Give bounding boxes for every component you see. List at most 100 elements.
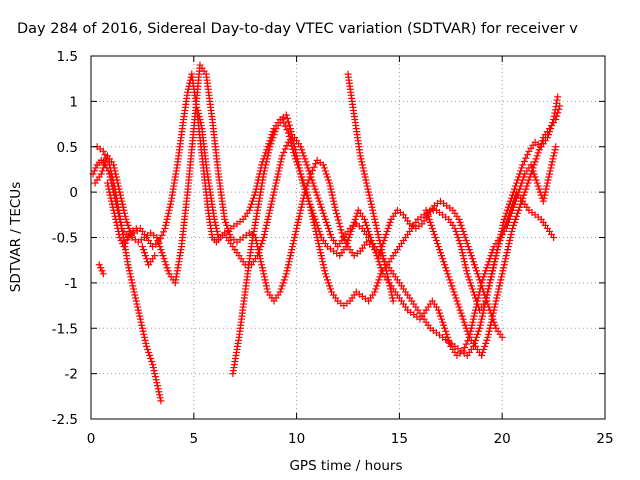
data-point: [151, 373, 159, 381]
data-point: [377, 243, 385, 251]
data-point: [360, 215, 368, 223]
data-point: [522, 185, 530, 193]
data-point: [518, 197, 526, 205]
data-point: [225, 227, 233, 235]
data-point: [222, 218, 230, 226]
data-point: [281, 122, 289, 130]
data-point: [538, 137, 546, 145]
data-point: [98, 167, 106, 175]
data-point: [435, 246, 443, 254]
data-point: [145, 348, 153, 356]
data-point: [321, 267, 329, 275]
data-point: [283, 267, 291, 275]
data-point: [117, 237, 125, 245]
data-point: [471, 264, 479, 272]
data-point: [97, 170, 105, 178]
data-point: [263, 155, 271, 163]
data-point: [477, 318, 485, 326]
data-point: [287, 249, 295, 257]
data-point: [166, 203, 174, 211]
data-point: [460, 230, 468, 238]
data-point: [389, 294, 397, 302]
data-point: [271, 128, 279, 136]
data-point: [451, 291, 459, 299]
data-point: [469, 288, 477, 296]
data-point: [274, 170, 282, 178]
data-point: [95, 261, 103, 269]
data-point: [264, 215, 272, 223]
data-point: [512, 182, 520, 190]
data-point: [352, 212, 360, 220]
y-tick-label: -2: [65, 367, 78, 383]
data-point: [385, 221, 393, 229]
data-point: [319, 209, 327, 217]
data-point: [374, 279, 382, 287]
data-point: [310, 182, 318, 190]
data-point: [303, 188, 311, 196]
data-point: [328, 188, 336, 196]
data-point: [265, 209, 273, 217]
data-point: [327, 230, 335, 238]
data-point: [451, 224, 459, 232]
data-point: [441, 261, 449, 269]
data-point: [427, 221, 435, 229]
data-point: [510, 221, 518, 229]
data-point: [247, 200, 255, 208]
data-point: [505, 240, 513, 248]
data-point: [358, 158, 366, 166]
data-point: [439, 318, 447, 326]
data-point: [474, 300, 482, 308]
data-point: [325, 227, 333, 235]
data-point: [488, 315, 496, 323]
data-point: [467, 282, 475, 290]
data-point: [114, 227, 122, 235]
x-tick-label: 25: [596, 431, 613, 447]
data-point: [149, 364, 157, 372]
data-point: [265, 146, 273, 154]
data-point: [447, 279, 455, 287]
data-point: [143, 255, 151, 263]
data-point: [264, 152, 272, 160]
data-point: [258, 264, 266, 272]
data-point: [364, 185, 372, 193]
data-point: [323, 276, 331, 284]
y-tick-label: 0: [69, 185, 78, 201]
data-point: [103, 179, 111, 187]
data-point: [258, 261, 266, 269]
data-point: [260, 170, 268, 178]
data-point: [161, 258, 169, 266]
data-point: [147, 355, 155, 362]
data-point: [224, 224, 232, 232]
data-point: [453, 297, 461, 305]
data-point: [380, 255, 388, 263]
data-point: [260, 167, 268, 175]
data-point: [485, 282, 493, 290]
data-point: [474, 330, 482, 338]
data-point: [304, 194, 312, 202]
data-point: [511, 218, 519, 226]
data-point: [319, 261, 327, 269]
data-point: [155, 240, 163, 248]
data-point: [433, 240, 441, 248]
data-point: [322, 218, 330, 226]
data-point: [289, 145, 297, 153]
data-point: [146, 351, 154, 359]
data-point: [163, 264, 171, 272]
data-point: [368, 203, 376, 211]
data-point: [512, 215, 520, 223]
data-point: [315, 243, 323, 251]
data-point: [166, 200, 174, 208]
data-point: [495, 282, 503, 290]
data-point: [284, 264, 292, 272]
data-point: [500, 261, 508, 269]
data-point: [492, 252, 500, 260]
data-point: [382, 264, 390, 272]
data-point: [449, 285, 457, 293]
data-point: [268, 197, 276, 205]
data-point: [457, 221, 465, 229]
data-point: [106, 164, 114, 172]
data-point: [123, 218, 131, 226]
data-point: [490, 261, 498, 269]
x-tick-label: 10: [288, 431, 305, 447]
